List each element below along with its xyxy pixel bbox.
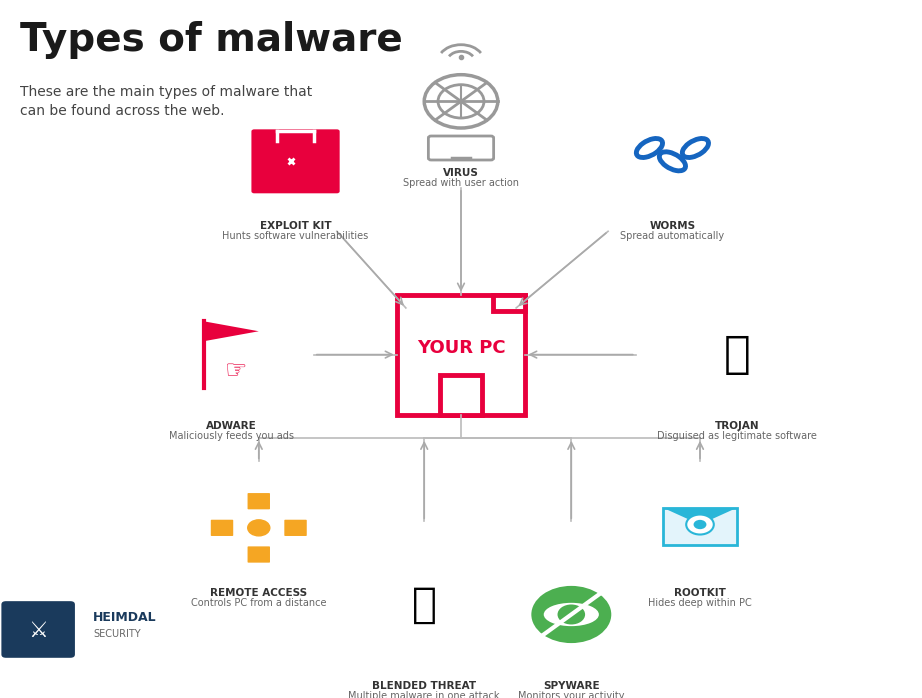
FancyBboxPatch shape	[396, 295, 526, 415]
Polygon shape	[204, 321, 259, 341]
Circle shape	[693, 520, 706, 529]
Circle shape	[558, 604, 585, 625]
FancyBboxPatch shape	[247, 493, 270, 510]
FancyBboxPatch shape	[211, 520, 233, 536]
Text: SPYWARE: SPYWARE	[543, 681, 599, 691]
Text: Types of malware: Types of malware	[19, 22, 403, 59]
Text: ROOTKIT: ROOTKIT	[674, 588, 726, 597]
Text: ADWARE: ADWARE	[206, 421, 256, 431]
Text: ⚔: ⚔	[29, 621, 48, 641]
FancyBboxPatch shape	[663, 508, 737, 544]
Text: Monitors your activity: Monitors your activity	[518, 691, 624, 698]
Text: EXPLOIT KIT: EXPLOIT KIT	[260, 221, 331, 231]
FancyBboxPatch shape	[441, 375, 481, 415]
Polygon shape	[663, 508, 737, 524]
Text: REMOTE ACCESS: REMOTE ACCESS	[210, 588, 307, 597]
Text: VIRUS: VIRUS	[443, 168, 479, 178]
Text: TROJAN: TROJAN	[715, 421, 759, 431]
Text: YOUR PC: YOUR PC	[417, 339, 505, 357]
Text: HEIMDAL: HEIMDAL	[93, 611, 157, 624]
Text: Hunts software vulnerabilities: Hunts software vulnerabilities	[222, 231, 369, 242]
FancyBboxPatch shape	[252, 129, 339, 193]
Text: These are the main types of malware that
can be found across the web.: These are the main types of malware that…	[19, 84, 312, 118]
FancyBboxPatch shape	[2, 601, 75, 658]
Text: 🐴: 🐴	[724, 333, 751, 376]
Circle shape	[248, 520, 270, 536]
Text: ☞: ☞	[225, 359, 247, 383]
Text: WORMS: WORMS	[649, 221, 695, 231]
Text: Hides deep within PC: Hides deep within PC	[648, 597, 751, 608]
Text: Spread with user action: Spread with user action	[403, 178, 519, 188]
Text: 🪲: 🪲	[412, 584, 437, 625]
Text: Controls PC from a distance: Controls PC from a distance	[191, 597, 326, 608]
FancyBboxPatch shape	[493, 295, 526, 311]
Text: Maliciously feeds you ads: Maliciously feeds you ads	[169, 431, 294, 441]
Text: Multiple malware in one attack: Multiple malware in one attack	[349, 691, 500, 698]
Circle shape	[530, 584, 613, 644]
Text: Spread automatically: Spread automatically	[621, 231, 725, 242]
Text: Disguised as legitimate software: Disguised as legitimate software	[656, 431, 817, 441]
FancyBboxPatch shape	[247, 547, 270, 563]
Text: SECURITY: SECURITY	[93, 630, 141, 639]
Ellipse shape	[544, 603, 599, 626]
Text: BLENDED THREAT: BLENDED THREAT	[372, 681, 477, 691]
FancyBboxPatch shape	[284, 520, 307, 536]
Circle shape	[686, 514, 714, 535]
